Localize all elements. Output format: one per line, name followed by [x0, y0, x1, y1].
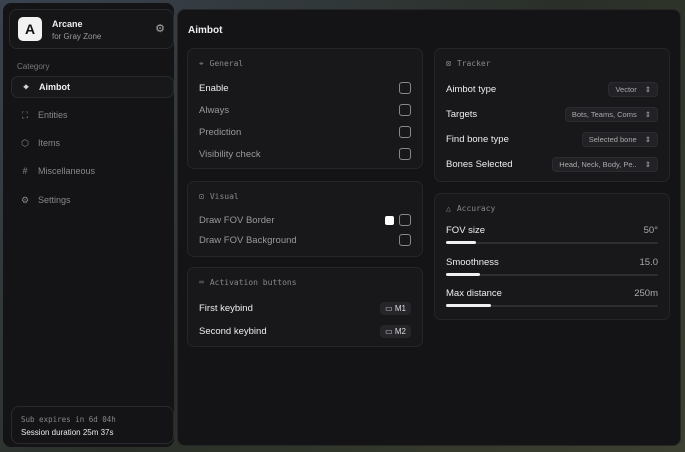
- sidebar: A Arcane for Gray Zone ⚙ Category ⌖ Aimbo…: [3, 3, 174, 447]
- visual-card: ⊡ Visual Draw FOV Border Draw FOV Backgro…: [187, 181, 423, 257]
- targets-row: Targets Bots, Teams, Coms ⇕: [446, 106, 658, 122]
- chevron-updown-icon: ⇕: [644, 109, 651, 119]
- slider-label: FOV size: [446, 225, 486, 236]
- app-subtitle: for Gray Zone: [52, 32, 102, 41]
- slider-label: Smoothness: [446, 257, 499, 268]
- app-name: Arcane: [52, 19, 83, 29]
- second-keybind-button[interactable]: ▭ M2: [380, 324, 411, 338]
- draw-fov-border-row[interactable]: Draw FOV Border: [199, 213, 411, 227]
- accuracy-card: △ Accuracy FOV size 50° Smoothness 15.0 Max…: [434, 193, 670, 320]
- slider-track[interactable]: [446, 273, 658, 276]
- sidebar-item-miscellaneous[interactable]: # Miscellaneous: [11, 160, 174, 182]
- aimbot-type-select[interactable]: Vector ⇕: [608, 81, 658, 97]
- sidebar-item-label: Miscellaneous: [38, 166, 96, 176]
- option-label: Draw FOV Border: [199, 214, 275, 226]
- slider-track[interactable]: [446, 304, 658, 307]
- slider-fill: [446, 304, 491, 307]
- sidebar-item-aimbot[interactable]: ⌖ Aimbot: [11, 76, 174, 98]
- bones-selected-select[interactable]: Head, Neck, Body, Pe.. ⇕: [552, 156, 658, 172]
- sidebar-item-label: Items: [38, 138, 61, 148]
- visibility-check-checkbox[interactable]: [399, 148, 411, 160]
- slider-fill: [446, 241, 476, 244]
- option-label: Bones Selected: [446, 158, 513, 170]
- chart-icon: ⊠: [446, 59, 451, 68]
- session-duration: Session duration 25m 37s: [21, 428, 114, 437]
- option-label: Targets: [446, 108, 478, 120]
- sidebar-item-label: Aimbot: [39, 82, 70, 92]
- slider-label: Max distance: [446, 288, 502, 299]
- settings-icon: ⚙: [20, 194, 30, 205]
- option-label: Second keybind: [199, 325, 267, 337]
- crosshair-icon: ⌖: [23, 81, 29, 92]
- prediction-checkbox[interactable]: [399, 126, 411, 138]
- visibility-check-row[interactable]: Visibility check: [199, 147, 411, 161]
- crosshair-icon: ⌖: [199, 59, 204, 68]
- option-label: Find bone type: [446, 133, 509, 145]
- color-picker[interactable]: [385, 215, 394, 225]
- first-keybind-button[interactable]: ▭ M1: [380, 301, 411, 315]
- category-label: Category: [17, 62, 50, 71]
- target-icon: ⊡: [199, 192, 204, 201]
- brand-card: A Arcane for Gray Zone ⚙: [9, 9, 174, 49]
- bones-selected-row: Bones Selected Head, Neck, Body, Pe.. ⇕: [446, 156, 658, 172]
- page-title: Aimbot: [188, 25, 223, 36]
- slider-value: 15.0: [639, 257, 659, 268]
- slider-track[interactable]: [446, 241, 658, 244]
- chevron-updown-icon: ⇕: [644, 84, 651, 94]
- enable-checkbox[interactable]: [399, 82, 411, 94]
- always-row[interactable]: Always: [199, 103, 411, 117]
- option-label: Visibility check: [199, 148, 261, 160]
- sidebar-item-items[interactable]: ⬡ Items: [11, 132, 174, 154]
- fov-size-slider[interactable]: FOV size 50°: [446, 225, 658, 244]
- aimbot-type-row: Aimbot type Vector ⇕: [446, 81, 658, 97]
- sidebar-item-label: Settings: [38, 195, 71, 205]
- option-label: Always: [199, 104, 230, 116]
- enable-row[interactable]: Enable: [199, 81, 411, 95]
- triangle-icon: △: [446, 204, 451, 213]
- draw-fov-border-checkbox[interactable]: [399, 214, 411, 226]
- targets-select[interactable]: Bots, Teams, Coms ⇕: [564, 106, 658, 122]
- slider-value: 50°: [643, 225, 658, 236]
- smoothness-slider[interactable]: Smoothness 15.0: [446, 257, 658, 276]
- prediction-row[interactable]: Prediction: [199, 125, 411, 139]
- option-label: Aimbot type: [446, 83, 497, 95]
- gear-icon[interactable]: ⚙: [155, 23, 165, 35]
- find-bone-type-select[interactable]: Selected bone ⇕: [581, 131, 658, 147]
- option-label: Draw FOV Background: [199, 234, 297, 246]
- user-scan-icon: ⛶: [21, 109, 29, 120]
- card-title: Activation buttons: [209, 278, 297, 287]
- sidebar-item-entities[interactable]: ⛶ Entities: [11, 104, 174, 126]
- max-distance-slider[interactable]: Max distance 250m: [446, 288, 658, 307]
- chevron-updown-icon: ⇕: [644, 159, 651, 169]
- chevron-updown-icon: ⇕: [644, 134, 651, 144]
- hash-icon: #: [22, 166, 28, 176]
- tracker-card: ⊠ Tracker Aimbot type Vector ⇕ Targets Bots,…: [434, 48, 670, 182]
- keyboard-icon: ⌨: [199, 278, 204, 287]
- general-card: ⌖ General Enable Always Prediction Visibi…: [187, 48, 423, 169]
- main-panel: Aimbot ⌖ General Enable Always Prediction…: [177, 9, 681, 446]
- slider-value: 250m: [634, 288, 658, 299]
- card-title: Accuracy: [456, 204, 496, 213]
- draw-fov-background-row[interactable]: Draw FOV Background: [199, 233, 411, 247]
- option-label: First keybind: [199, 302, 253, 314]
- first-keybind-row: First keybind ▭ M1: [199, 301, 411, 315]
- box-icon: ⬡: [21, 137, 29, 148]
- card-title: Tracker: [456, 59, 491, 68]
- draw-fov-background-checkbox[interactable]: [399, 234, 411, 246]
- sidebar-item-settings[interactable]: ⚙ Settings: [11, 189, 174, 211]
- card-title: Visual: [209, 192, 239, 201]
- sub-expires: Sub expires in 6d 04h: [21, 415, 116, 424]
- subscription-card: Sub expires in 6d 04h Session duration 2…: [11, 406, 174, 444]
- find-bone-type-row: Find bone type Selected bone ⇕: [446, 131, 658, 147]
- slider-fill: [446, 273, 480, 276]
- card-title: General: [209, 59, 244, 68]
- option-label: Enable: [199, 82, 229, 94]
- app-logo: A: [18, 17, 42, 41]
- option-label: Prediction: [199, 126, 242, 138]
- activation-card: ⌨ Activation buttons First keybind ▭ M1 Se…: [187, 267, 423, 347]
- sidebar-item-label: Entities: [38, 110, 68, 120]
- second-keybind-row: Second keybind ▭ M2: [199, 324, 411, 338]
- always-checkbox[interactable]: [399, 104, 411, 116]
